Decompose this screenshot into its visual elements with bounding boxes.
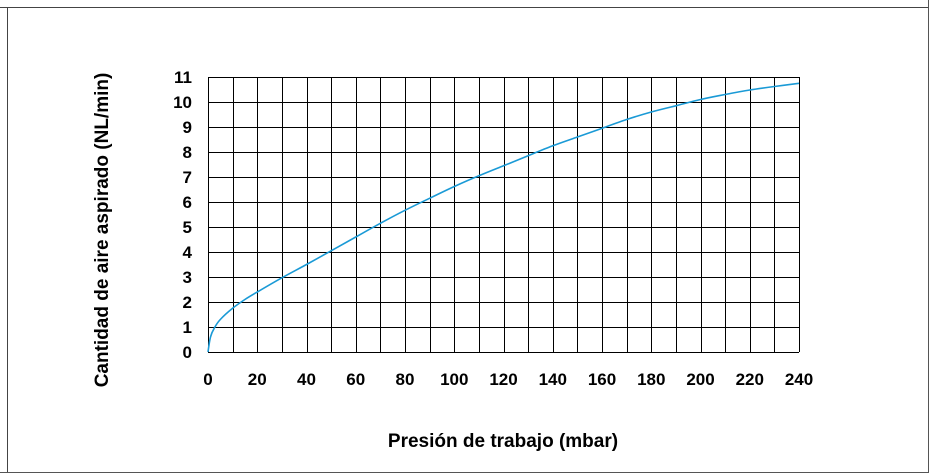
y-tick-labels: 0 1 2 3 4 5 6 7 8 9 10 11 [173, 68, 192, 362]
grid [208, 77, 800, 353]
x-tick-label: 100 [440, 370, 468, 389]
y-axis-title: Cantidad de aire aspirado (NL/min) [92, 73, 113, 388]
y-tick-label: 11 [174, 68, 192, 87]
x-tick-label: 20 [248, 370, 267, 389]
x-tick-label: 120 [489, 370, 517, 389]
y-tick-label: 2 [183, 293, 192, 312]
x-tick-label: 140 [539, 370, 567, 389]
x-tick-label: 80 [396, 370, 415, 389]
y-tick-label: 0 [183, 343, 192, 362]
x-tick-label: 160 [588, 370, 616, 389]
x-tick-label: 180 [637, 370, 665, 389]
y-tick-label: 8 [183, 143, 192, 162]
y-tick-label: 9 [183, 118, 192, 137]
y-tick-label: 5 [183, 218, 192, 237]
x-tick-label: 60 [346, 370, 365, 389]
y-tick-label: 4 [183, 243, 193, 262]
x-tick-label: 0 [203, 370, 212, 389]
x-tick-label: 40 [297, 370, 316, 389]
y-tick-label: 3 [183, 268, 192, 287]
y-tick-label: 10 [173, 93, 192, 112]
x-tick-labels: 0 20 40 60 80 100 120 140 160 180 200 220 240 [203, 370, 813, 389]
x-tick-label: 240 [785, 370, 813, 389]
series-line [207, 82, 800, 353]
y-tick-label: 6 [183, 193, 192, 212]
x-axis-title: Presión de trabajo (mbar) [388, 431, 618, 452]
y-tick-label: 1 [183, 318, 192, 337]
x-tick-label: 200 [686, 370, 714, 389]
y-tick-label: 7 [183, 168, 192, 187]
x-tick-label: 220 [736, 370, 764, 389]
